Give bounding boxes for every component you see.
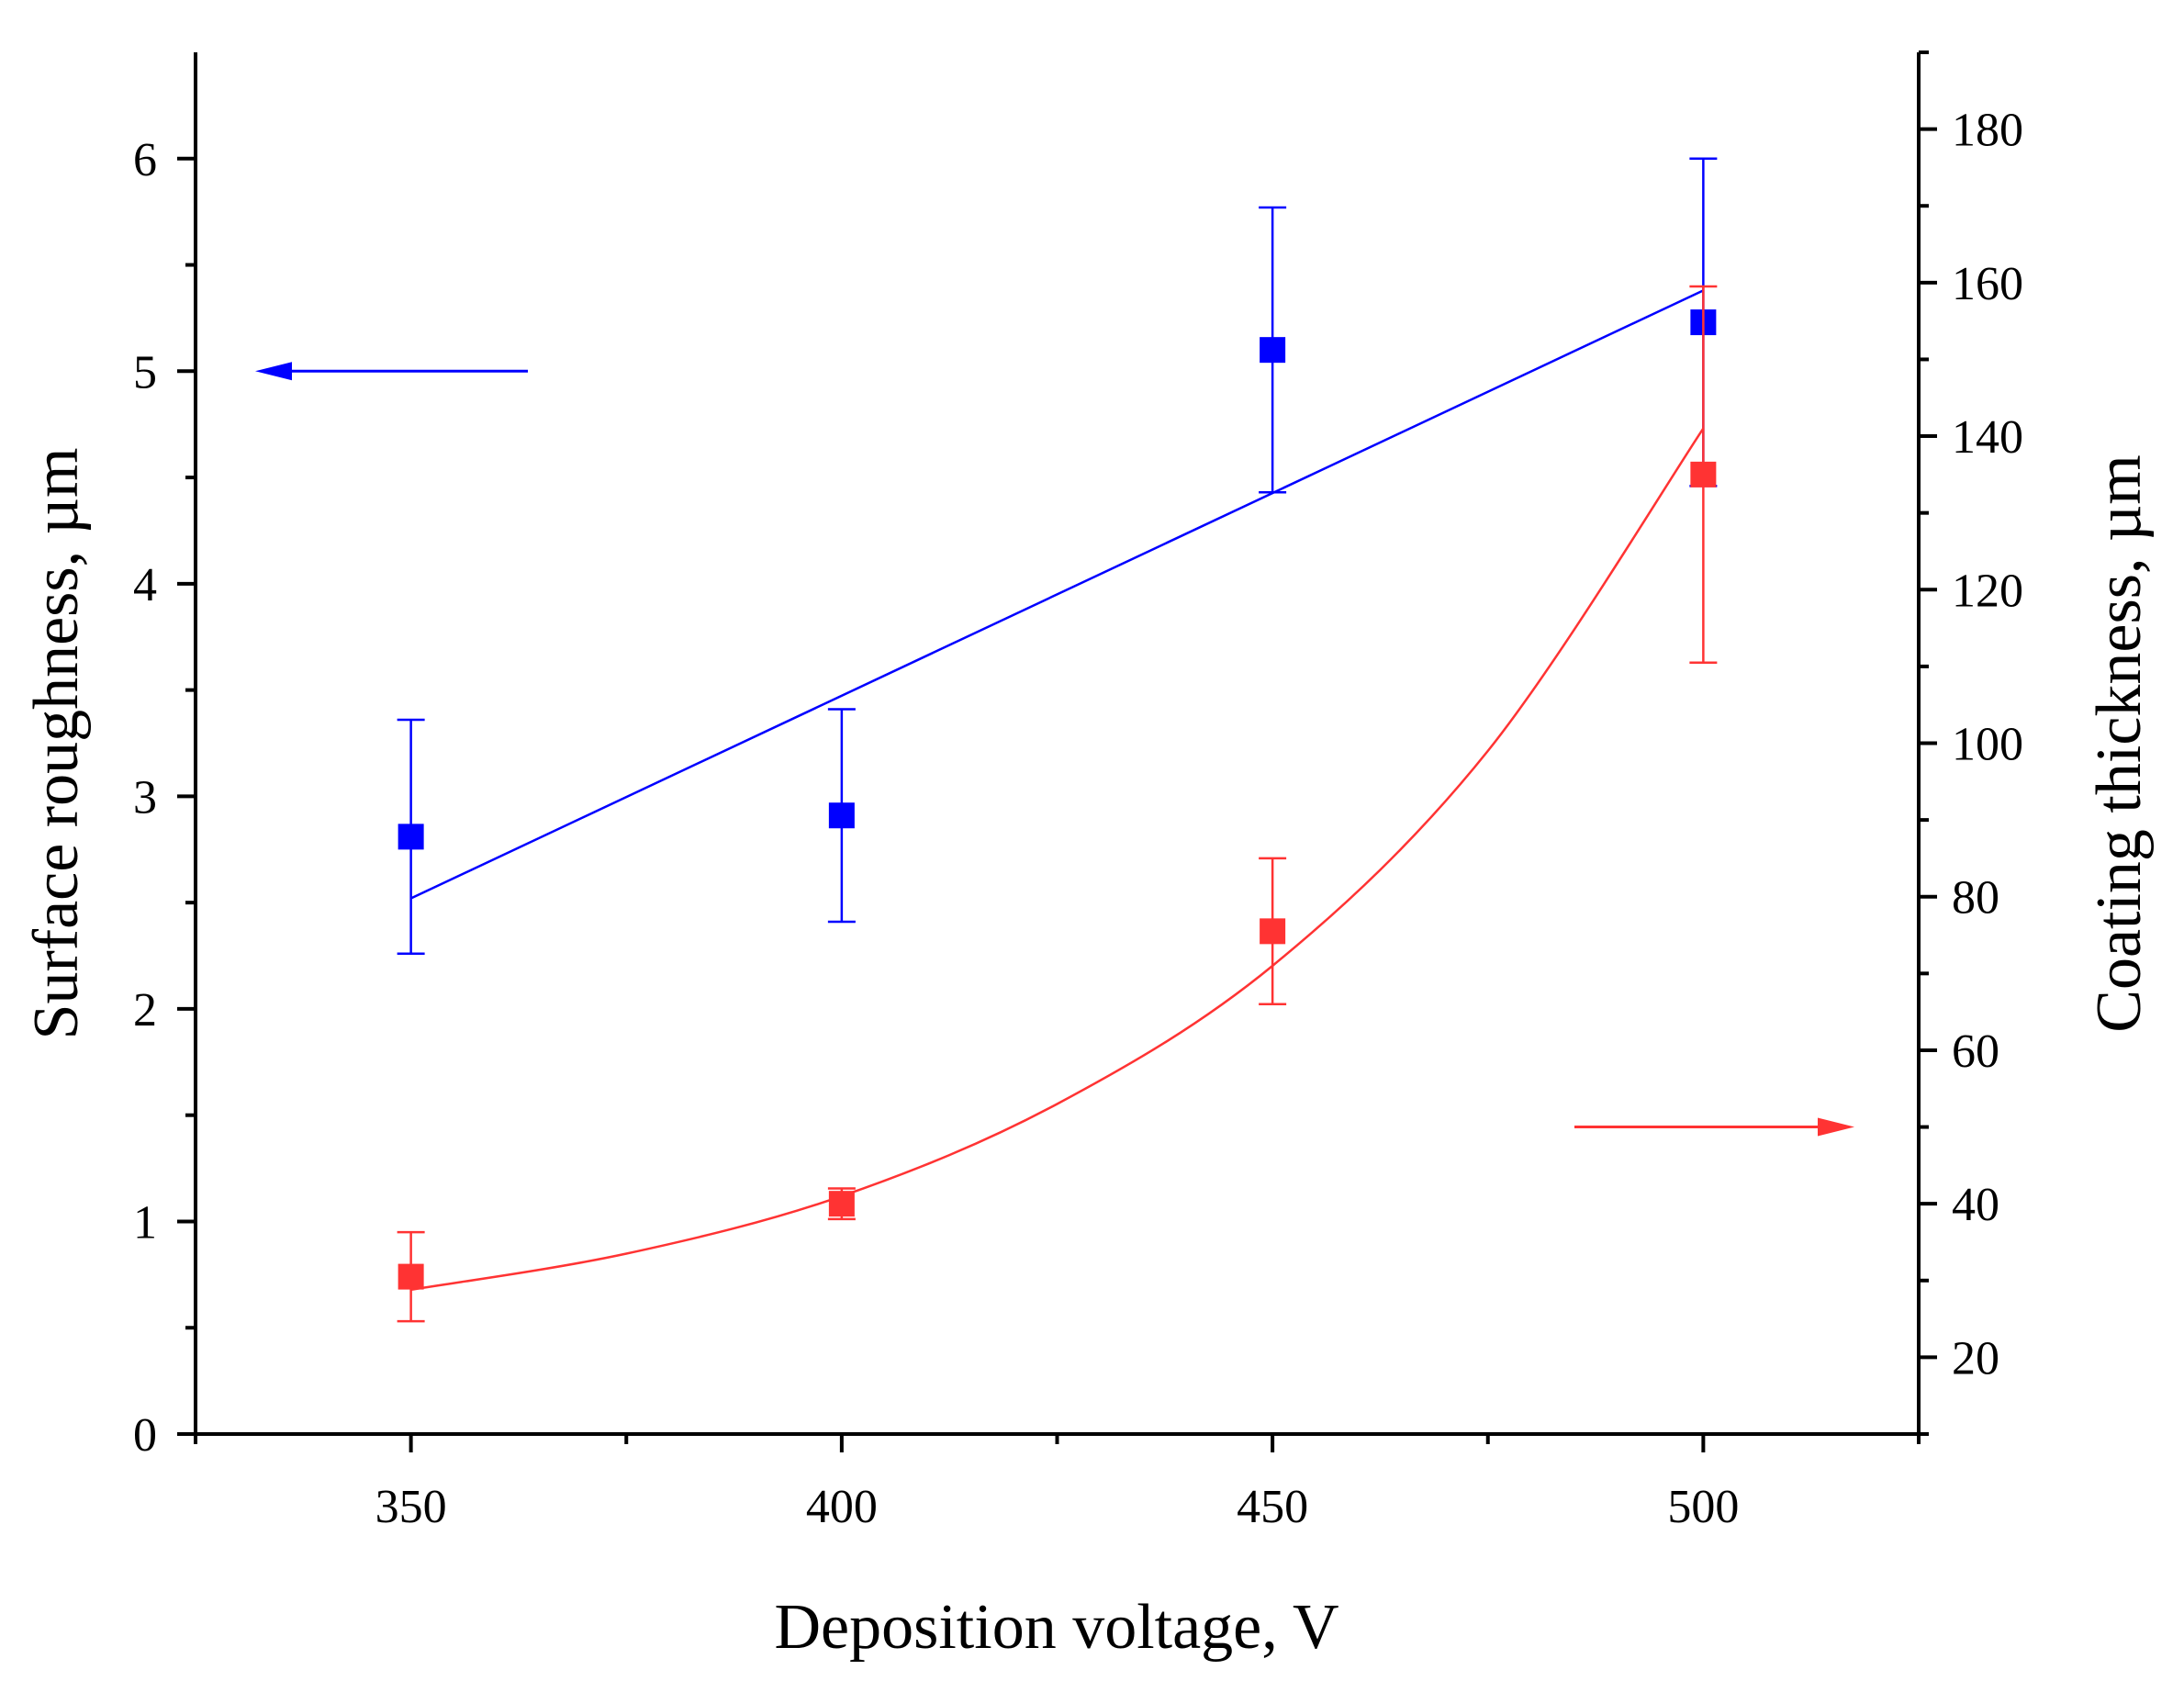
y-right-tick-label: 80 [1952, 872, 1999, 925]
x-axis-title: Deposition voltage, V [774, 1592, 1338, 1663]
roughness-data-point [398, 824, 424, 850]
y-right-tick-label: 100 [1952, 719, 2023, 771]
y-right-tick-label: 40 [1952, 1179, 1999, 1231]
axis-indicator-arrows [255, 362, 1854, 1137]
y-right-tick-label: 160 [1952, 258, 2023, 310]
left-axis-arrow-head [255, 362, 292, 381]
y-right-tick-label: 60 [1952, 1025, 1999, 1078]
x-axis-ticks: 350 400 450 500 [194, 1434, 1921, 1533]
x-tick-label: 350 [375, 1481, 447, 1533]
y-left-tick-label: 2 [133, 984, 157, 1037]
y-left-tick-label: 6 [133, 134, 157, 186]
thickness-fit-line [410, 427, 1705, 1292]
y-left-tick-label: 0 [133, 1409, 157, 1462]
y-left-tick-label: 4 [133, 559, 157, 611]
y-right-tick-label: 180 [1952, 105, 2023, 157]
y-right-tick-label: 140 [1952, 411, 2023, 464]
roughness-fit-line [410, 289, 1704, 900]
y-left-axis-title: Surface roughness, µm [21, 448, 92, 1040]
roughness-data-point [1260, 337, 1286, 364]
thickness-data-point [1690, 461, 1717, 487]
y-right-axis-title: Coating thickness, µm [2084, 454, 2155, 1032]
y-right-axis-ticks: 20 40 60 80 100 120 140 160 180 [1919, 50, 2023, 1436]
thickness-data-point [828, 1191, 855, 1217]
series-layer [397, 157, 1718, 1323]
y-left-tick-label: 5 [133, 346, 157, 398]
y-right-tick-label: 120 [1952, 565, 2023, 617]
y-left-tick-label: 3 [133, 771, 157, 824]
x-tick-label: 450 [1237, 1481, 1308, 1533]
y-left-tick-label: 1 [133, 1196, 157, 1249]
x-tick-label: 400 [806, 1481, 878, 1533]
y-right-tick-label: 20 [1952, 1332, 1999, 1384]
right-axis-arrow-head [1818, 1117, 1854, 1137]
y-left-axis-ticks: 0 1 2 3 4 5 6 [133, 134, 196, 1462]
thickness-data-point [398, 1263, 424, 1290]
x-tick-label: 500 [1667, 1481, 1739, 1533]
plot-frame [194, 52, 1921, 1436]
roughness-data-point [828, 802, 855, 829]
thickness-data-point [1260, 918, 1286, 945]
